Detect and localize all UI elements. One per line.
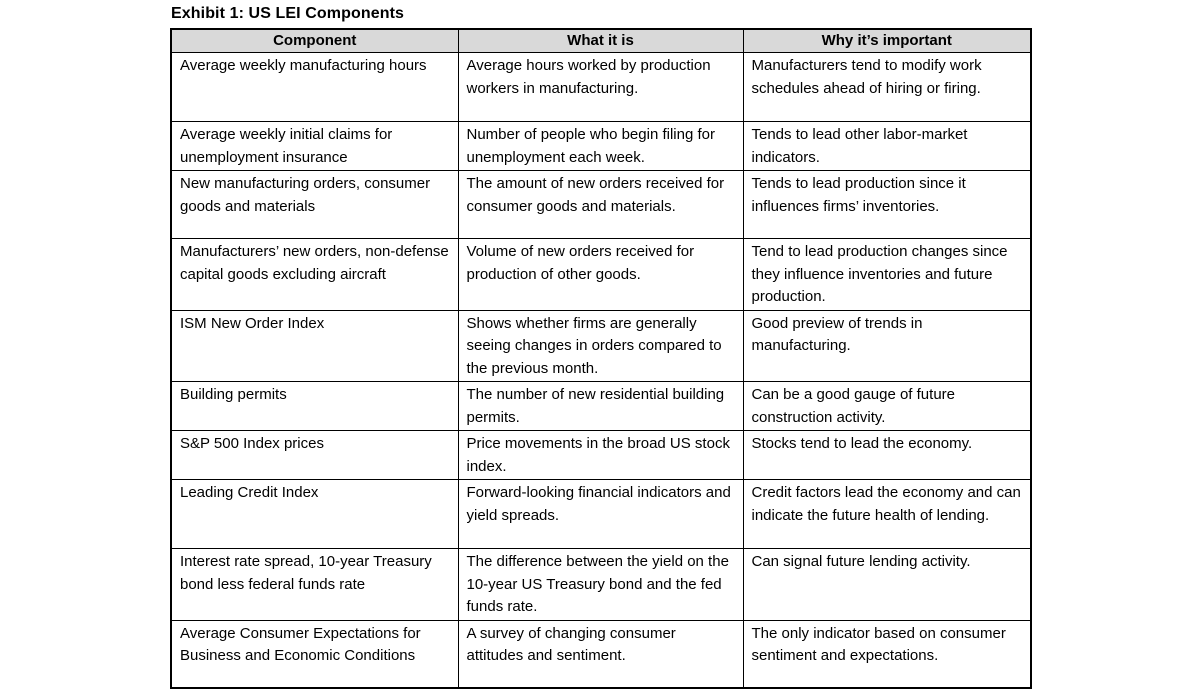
exhibit-title: Exhibit 1: US LEI Components <box>171 5 405 22</box>
table-row: ISM New Order Index Shows whether firms … <box>170 309 1032 382</box>
component-cell: Manufacturers’ new orders, non-defense c… <box>170 238 459 311</box>
document-page: Exhibit 1: US LEI Components Component W… <box>170 0 1032 689</box>
component-cell: Leading Credit Index <box>170 479 459 549</box>
table-row: Average weekly initial claims for unempl… <box>170 121 1032 171</box>
what-it-is-cell: Volume of new orders received for produc… <box>457 238 744 311</box>
table-row: Average weekly manufacturing hours Avera… <box>170 52 1032 122</box>
why-important-cell: The only indicator based on consumer sen… <box>742 619 1032 689</box>
what-it-is-cell: Forward-looking financial indicators and… <box>457 479 744 549</box>
why-important-cell: Tend to lead production changes since th… <box>742 238 1032 311</box>
why-important-cell: Manufacturers tend to modify work schedu… <box>742 52 1032 122</box>
why-important-cell: Stocks tend to lead the economy. <box>742 430 1032 480</box>
header-why-important: Why it’s important <box>742 28 1032 53</box>
component-cell: S&P 500 Index prices <box>170 430 459 480</box>
table-row: Building permits The number of new resid… <box>170 381 1032 431</box>
component-cell: Average weekly manufacturing hours <box>170 52 459 122</box>
component-cell: Average weekly initial claims for unempl… <box>170 121 459 171</box>
component-cell: ISM New Order Index <box>170 309 459 382</box>
table-header-row: Component What it is Why it’s important <box>170 28 1032 53</box>
why-important-cell: Credit factors lead the economy and can … <box>742 479 1032 549</box>
what-it-is-cell: The number of new residential building p… <box>457 381 744 431</box>
what-it-is-cell: Price movements in the broad US stock in… <box>457 430 744 480</box>
what-it-is-cell: Number of people who begin filing for un… <box>457 121 744 171</box>
what-it-is-cell: Average hours worked by production worke… <box>457 52 744 122</box>
header-component: Component <box>170 28 459 53</box>
why-important-cell: Good preview of trends in manufacturing. <box>742 309 1032 382</box>
why-important-cell: Tends to lead other labor-market indicat… <box>742 121 1032 171</box>
component-cell: Average Consumer Expectations for Busine… <box>170 619 459 689</box>
what-it-is-cell: The difference between the yield on the … <box>457 548 744 621</box>
component-cell: New manufacturing orders, consumer goods… <box>170 170 459 239</box>
table-row: Leading Credit Index Forward-looking fin… <box>170 479 1032 549</box>
what-it-is-cell: The amount of new orders received for co… <box>457 170 744 239</box>
table-row: New manufacturing orders, consumer goods… <box>170 170 1032 239</box>
table-row: Interest rate spread, 10-year Treasury b… <box>170 548 1032 621</box>
what-it-is-cell: Shows whether firms are generally seeing… <box>457 309 744 382</box>
table-row: Manufacturers’ new orders, non-defense c… <box>170 238 1032 311</box>
what-it-is-cell: A survey of changing consumer attitudes … <box>457 619 744 689</box>
why-important-cell: Can signal future lending activity. <box>742 548 1032 621</box>
table-row: Average Consumer Expectations for Busine… <box>170 619 1032 689</box>
why-important-cell: Can be a good gauge of future constructi… <box>742 381 1032 431</box>
why-important-cell: Tends to lead production since it influe… <box>742 170 1032 239</box>
lei-components-table: Component What it is Why it’s important … <box>170 28 1032 689</box>
table-body: Average weekly manufacturing hours Avera… <box>170 52 1032 689</box>
component-cell: Interest rate spread, 10-year Treasury b… <box>170 548 459 621</box>
component-cell: Building permits <box>170 381 459 431</box>
header-what-it-is: What it is <box>457 28 744 53</box>
table-row: S&P 500 Index prices Price movements in … <box>170 430 1032 480</box>
